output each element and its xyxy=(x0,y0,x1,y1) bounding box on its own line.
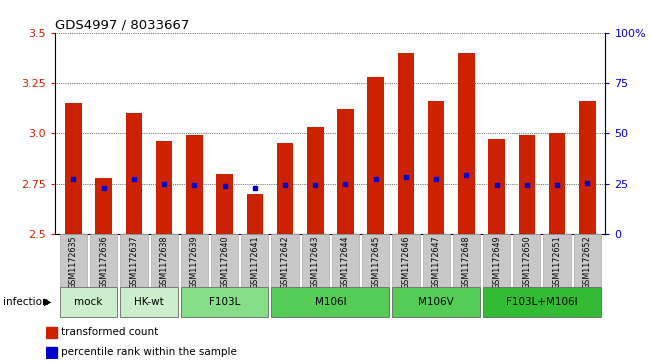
Text: GSM1172641: GSM1172641 xyxy=(251,236,259,289)
Text: M106V: M106V xyxy=(419,297,454,307)
Bar xyxy=(458,53,475,234)
Text: GSM1172650: GSM1172650 xyxy=(522,236,531,289)
Text: GSM1172649: GSM1172649 xyxy=(492,236,501,289)
Text: GSM1172646: GSM1172646 xyxy=(402,236,410,289)
Text: GDS4997 / 8033667: GDS4997 / 8033667 xyxy=(55,19,189,32)
FancyBboxPatch shape xyxy=(422,234,450,287)
Bar xyxy=(46,347,57,358)
FancyBboxPatch shape xyxy=(271,287,389,317)
FancyBboxPatch shape xyxy=(483,287,601,317)
Text: M106I: M106I xyxy=(314,297,346,307)
FancyBboxPatch shape xyxy=(150,234,178,287)
Text: GSM1172638: GSM1172638 xyxy=(159,236,169,289)
Bar xyxy=(367,77,384,234)
Bar xyxy=(549,133,565,234)
Bar xyxy=(156,142,173,234)
FancyBboxPatch shape xyxy=(513,234,540,287)
Text: GSM1172647: GSM1172647 xyxy=(432,236,441,289)
Bar xyxy=(186,135,202,234)
Bar xyxy=(65,103,82,234)
Bar xyxy=(307,127,324,234)
Text: GSM1172644: GSM1172644 xyxy=(341,236,350,289)
FancyBboxPatch shape xyxy=(453,234,480,287)
FancyBboxPatch shape xyxy=(181,234,208,287)
Text: GSM1172645: GSM1172645 xyxy=(371,236,380,289)
FancyBboxPatch shape xyxy=(301,234,329,287)
Bar xyxy=(488,139,505,234)
Text: GSM1172639: GSM1172639 xyxy=(190,236,199,289)
FancyBboxPatch shape xyxy=(60,234,87,287)
Text: GSM1172635: GSM1172635 xyxy=(69,236,78,289)
Text: transformed count: transformed count xyxy=(61,327,158,337)
Bar xyxy=(247,194,263,234)
FancyBboxPatch shape xyxy=(120,287,178,317)
Text: GSM1172637: GSM1172637 xyxy=(130,236,139,289)
Bar xyxy=(398,53,414,234)
Text: GSM1172651: GSM1172651 xyxy=(553,236,562,289)
Text: HK-wt: HK-wt xyxy=(134,297,164,307)
Text: percentile rank within the sample: percentile rank within the sample xyxy=(61,347,237,357)
Bar xyxy=(519,135,535,234)
Text: GSM1172652: GSM1172652 xyxy=(583,236,592,289)
FancyBboxPatch shape xyxy=(362,234,389,287)
Text: infection: infection xyxy=(3,297,49,307)
Bar xyxy=(337,109,353,234)
FancyBboxPatch shape xyxy=(60,287,117,317)
Bar xyxy=(428,101,445,234)
FancyBboxPatch shape xyxy=(181,287,268,317)
Text: GSM1172648: GSM1172648 xyxy=(462,236,471,289)
Bar xyxy=(579,101,596,234)
Text: GSM1172636: GSM1172636 xyxy=(99,236,108,289)
Bar xyxy=(96,178,112,234)
Bar xyxy=(46,327,57,338)
FancyBboxPatch shape xyxy=(271,234,299,287)
Text: ▶: ▶ xyxy=(44,297,52,307)
FancyBboxPatch shape xyxy=(211,234,238,287)
Bar xyxy=(277,143,294,234)
Text: F103L+M106I: F103L+M106I xyxy=(506,297,578,307)
FancyBboxPatch shape xyxy=(574,234,601,287)
FancyBboxPatch shape xyxy=(393,287,480,317)
FancyBboxPatch shape xyxy=(483,234,510,287)
Text: F103L: F103L xyxy=(209,297,240,307)
Bar xyxy=(126,113,142,234)
Text: mock: mock xyxy=(74,297,103,307)
FancyBboxPatch shape xyxy=(332,234,359,287)
Text: GSM1172640: GSM1172640 xyxy=(220,236,229,289)
Text: GSM1172642: GSM1172642 xyxy=(281,236,290,289)
FancyBboxPatch shape xyxy=(120,234,148,287)
Bar xyxy=(216,174,233,234)
FancyBboxPatch shape xyxy=(544,234,571,287)
FancyBboxPatch shape xyxy=(242,234,268,287)
FancyBboxPatch shape xyxy=(393,234,419,287)
FancyBboxPatch shape xyxy=(90,234,117,287)
Text: GSM1172643: GSM1172643 xyxy=(311,236,320,289)
